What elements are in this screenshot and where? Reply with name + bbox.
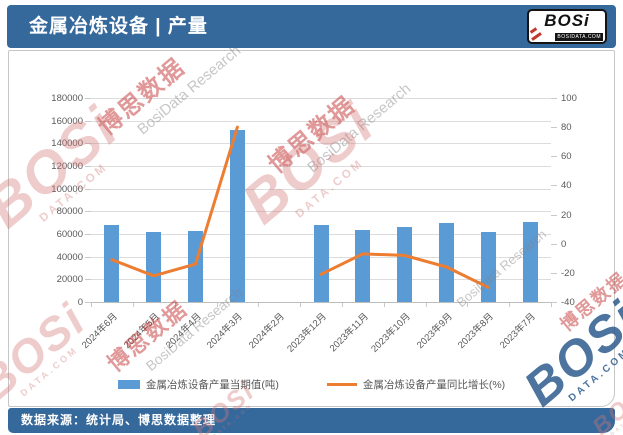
logo-url-text: BOSIDATA.COM bbox=[555, 33, 603, 41]
plot-area: 0 20000 40000 60000 80000 100000 120000 140000 1… bbox=[51, 93, 577, 355]
grid-line bbox=[91, 98, 551, 99]
y-axis-label-right: -40 bbox=[561, 297, 575, 308]
x-axis-tick bbox=[300, 303, 302, 307]
x-axis-tick bbox=[551, 303, 552, 307]
y-axis-label-right: 0 bbox=[561, 238, 567, 250]
y-axis-label-left: 160000 bbox=[51, 115, 83, 127]
grid-line bbox=[91, 166, 551, 167]
grid-line bbox=[91, 211, 551, 213]
x-axis-line bbox=[91, 302, 551, 303]
legend-label-line: 金属冶炼设备产量同比增长(%) bbox=[362, 379, 506, 391]
y-axis-label-left: 180000 bbox=[51, 93, 83, 104]
y-axis-tick bbox=[85, 98, 91, 99]
y-axis-label-left: 120000 bbox=[51, 161, 83, 172]
y-axis-label-left: 40000 bbox=[56, 251, 83, 263]
y2-axis-tick bbox=[551, 214, 557, 216]
bar bbox=[229, 129, 245, 302]
bosidata-logo: BOSi BOSIDATA.COM bbox=[527, 9, 607, 44]
y-axis-label-right: -20 bbox=[561, 267, 575, 279]
y-axis-tick bbox=[85, 166, 91, 167]
y-axis-tick bbox=[85, 256, 91, 258]
x-axis-tick bbox=[91, 303, 92, 307]
x-axis-tick bbox=[509, 303, 511, 307]
y2-axis-tick bbox=[551, 185, 557, 187]
y-axis-tick bbox=[85, 211, 91, 213]
x-axis-tick bbox=[258, 303, 260, 307]
y-axis-label-left: 140000 bbox=[51, 138, 83, 150]
x-axis-tick bbox=[216, 303, 218, 307]
x-axis-tick bbox=[467, 303, 469, 307]
y2-axis-tick bbox=[551, 156, 557, 158]
y-axis-label-right: 60 bbox=[561, 151, 572, 163]
grid-line bbox=[91, 143, 551, 145]
x-axis-tick bbox=[341, 303, 343, 307]
y2-axis-tick bbox=[551, 127, 557, 129]
grid-line bbox=[91, 120, 551, 122]
legend-item-bar: 金属冶炼设备产量当期值(吨) bbox=[117, 377, 279, 392]
y-axis-tick bbox=[85, 120, 91, 122]
y2-axis-tick bbox=[551, 302, 557, 303]
y2-axis-tick bbox=[551, 98, 557, 99]
y-axis-tick bbox=[85, 188, 91, 190]
y2-axis-tick bbox=[551, 243, 557, 245]
legend-item-line: 金属冶炼设备产量同比增长(%) bbox=[326, 377, 506, 392]
y-axis-label-right: 100 bbox=[561, 93, 577, 104]
x-axis-tick bbox=[132, 303, 134, 307]
bar bbox=[104, 224, 120, 302]
y-axis-label-right: 80 bbox=[561, 122, 572, 134]
bar bbox=[146, 232, 162, 302]
x-axis-tick bbox=[425, 303, 427, 307]
footer-bar: 数据来源：统计局、博思数据整理 bbox=[8, 408, 615, 433]
logo-stripe-icon bbox=[531, 32, 542, 41]
x-axis-tick bbox=[383, 303, 385, 307]
chart-panel: 0 20000 40000 60000 80000 100000 120000 140000 1… bbox=[8, 50, 615, 407]
x-axis-tick bbox=[174, 303, 176, 307]
y-axis-label-left: 100000 bbox=[51, 183, 83, 195]
y-axis-tick bbox=[85, 302, 91, 303]
legend-label-bar: 金属冶炼设备产量当期值(吨) bbox=[145, 379, 279, 391]
y-axis-label-left: 80000 bbox=[56, 206, 83, 218]
y-axis-label-right: 20 bbox=[561, 209, 572, 221]
bar-swatch bbox=[117, 380, 140, 389]
bar bbox=[313, 224, 329, 302]
y-axis-tick bbox=[85, 143, 91, 145]
bar bbox=[397, 226, 413, 302]
y-axis-label-right: 40 bbox=[561, 180, 572, 192]
y-axis-label-left: 0 bbox=[77, 297, 83, 308]
line-swatch bbox=[326, 383, 357, 386]
grid-line bbox=[91, 188, 551, 190]
y-axis-label-left: 20000 bbox=[56, 274, 83, 286]
legend: 金属冶炼设备产量当期值(吨) 金属冶炼设备产量同比增长(%) bbox=[9, 377, 614, 392]
line-series bbox=[110, 125, 490, 289]
logo-text: BOSi bbox=[544, 11, 590, 30]
y-axis-tick bbox=[85, 279, 91, 281]
y2-axis-tick bbox=[551, 272, 557, 274]
bar bbox=[522, 222, 538, 302]
bar bbox=[355, 229, 371, 302]
data-source-text: 数据来源：统计局、博思数据整理 bbox=[21, 413, 217, 427]
y-axis-label-left: 60000 bbox=[56, 229, 83, 240]
page-title: 金属冶炼设备 | 产量 bbox=[29, 16, 208, 37]
header-bar: 金属冶炼设备 | 产量 BOSi BOSIDATA.COM bbox=[7, 5, 616, 48]
bar bbox=[439, 222, 454, 302]
y-axis-tick bbox=[85, 234, 91, 235]
